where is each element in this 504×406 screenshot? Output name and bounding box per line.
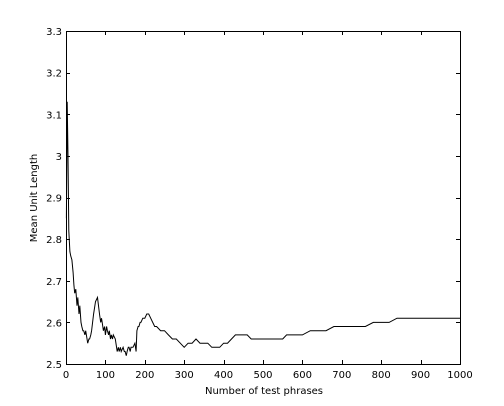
x-tick-label: 800 — [372, 370, 391, 381]
y-tick-label: 2.7 — [46, 277, 62, 288]
y-tick-label: 2.8 — [46, 235, 62, 246]
series-group — [65, 101, 460, 356]
x-tick-label: 700 — [332, 370, 351, 381]
y-axis-ticks — [66, 31, 460, 365]
x-axis-ticks — [66, 31, 461, 364]
x-tick-label: 300 — [175, 370, 194, 381]
x-axis-tick-labels: 0 100 200 300 400 500 600 700 800 900 1000 — [63, 370, 473, 381]
series-line-0 — [65, 101, 460, 356]
x-tick-label: 900 — [411, 370, 430, 381]
y-tick-label: 3 — [56, 152, 62, 163]
x-tick-label: 400 — [214, 370, 233, 381]
y-tick-label: 2.5 — [46, 360, 62, 371]
y-axis-tick-labels: 2.5 2.6 2.7 2.8 2.9 3 3.1 3.2 3.3 — [46, 27, 62, 371]
x-tick-label: 600 — [293, 370, 312, 381]
y-axis-label: Mean Unit Length — [29, 154, 40, 242]
y-tick-label: 3.3 — [46, 27, 62, 38]
x-tick-label: 100 — [96, 370, 115, 381]
x-axis-label: Number of test phrases — [205, 386, 323, 397]
x-tick-label: 0 — [63, 370, 69, 381]
y-tick-label: 3.1 — [46, 110, 62, 121]
y-tick-label: 2.9 — [46, 194, 62, 205]
plot-area: 0 100 200 300 400 500 600 700 800 900 1000 2.52.62… — [46, 27, 473, 381]
x-tick-label: 200 — [135, 370, 154, 381]
plot-frame — [66, 31, 461, 365]
y-tick-label: 2.6 — [46, 318, 62, 329]
x-tick-label: 500 — [253, 370, 272, 381]
x-tick-label: 1000 — [447, 370, 472, 381]
y-tick-label: 3.2 — [46, 69, 62, 80]
